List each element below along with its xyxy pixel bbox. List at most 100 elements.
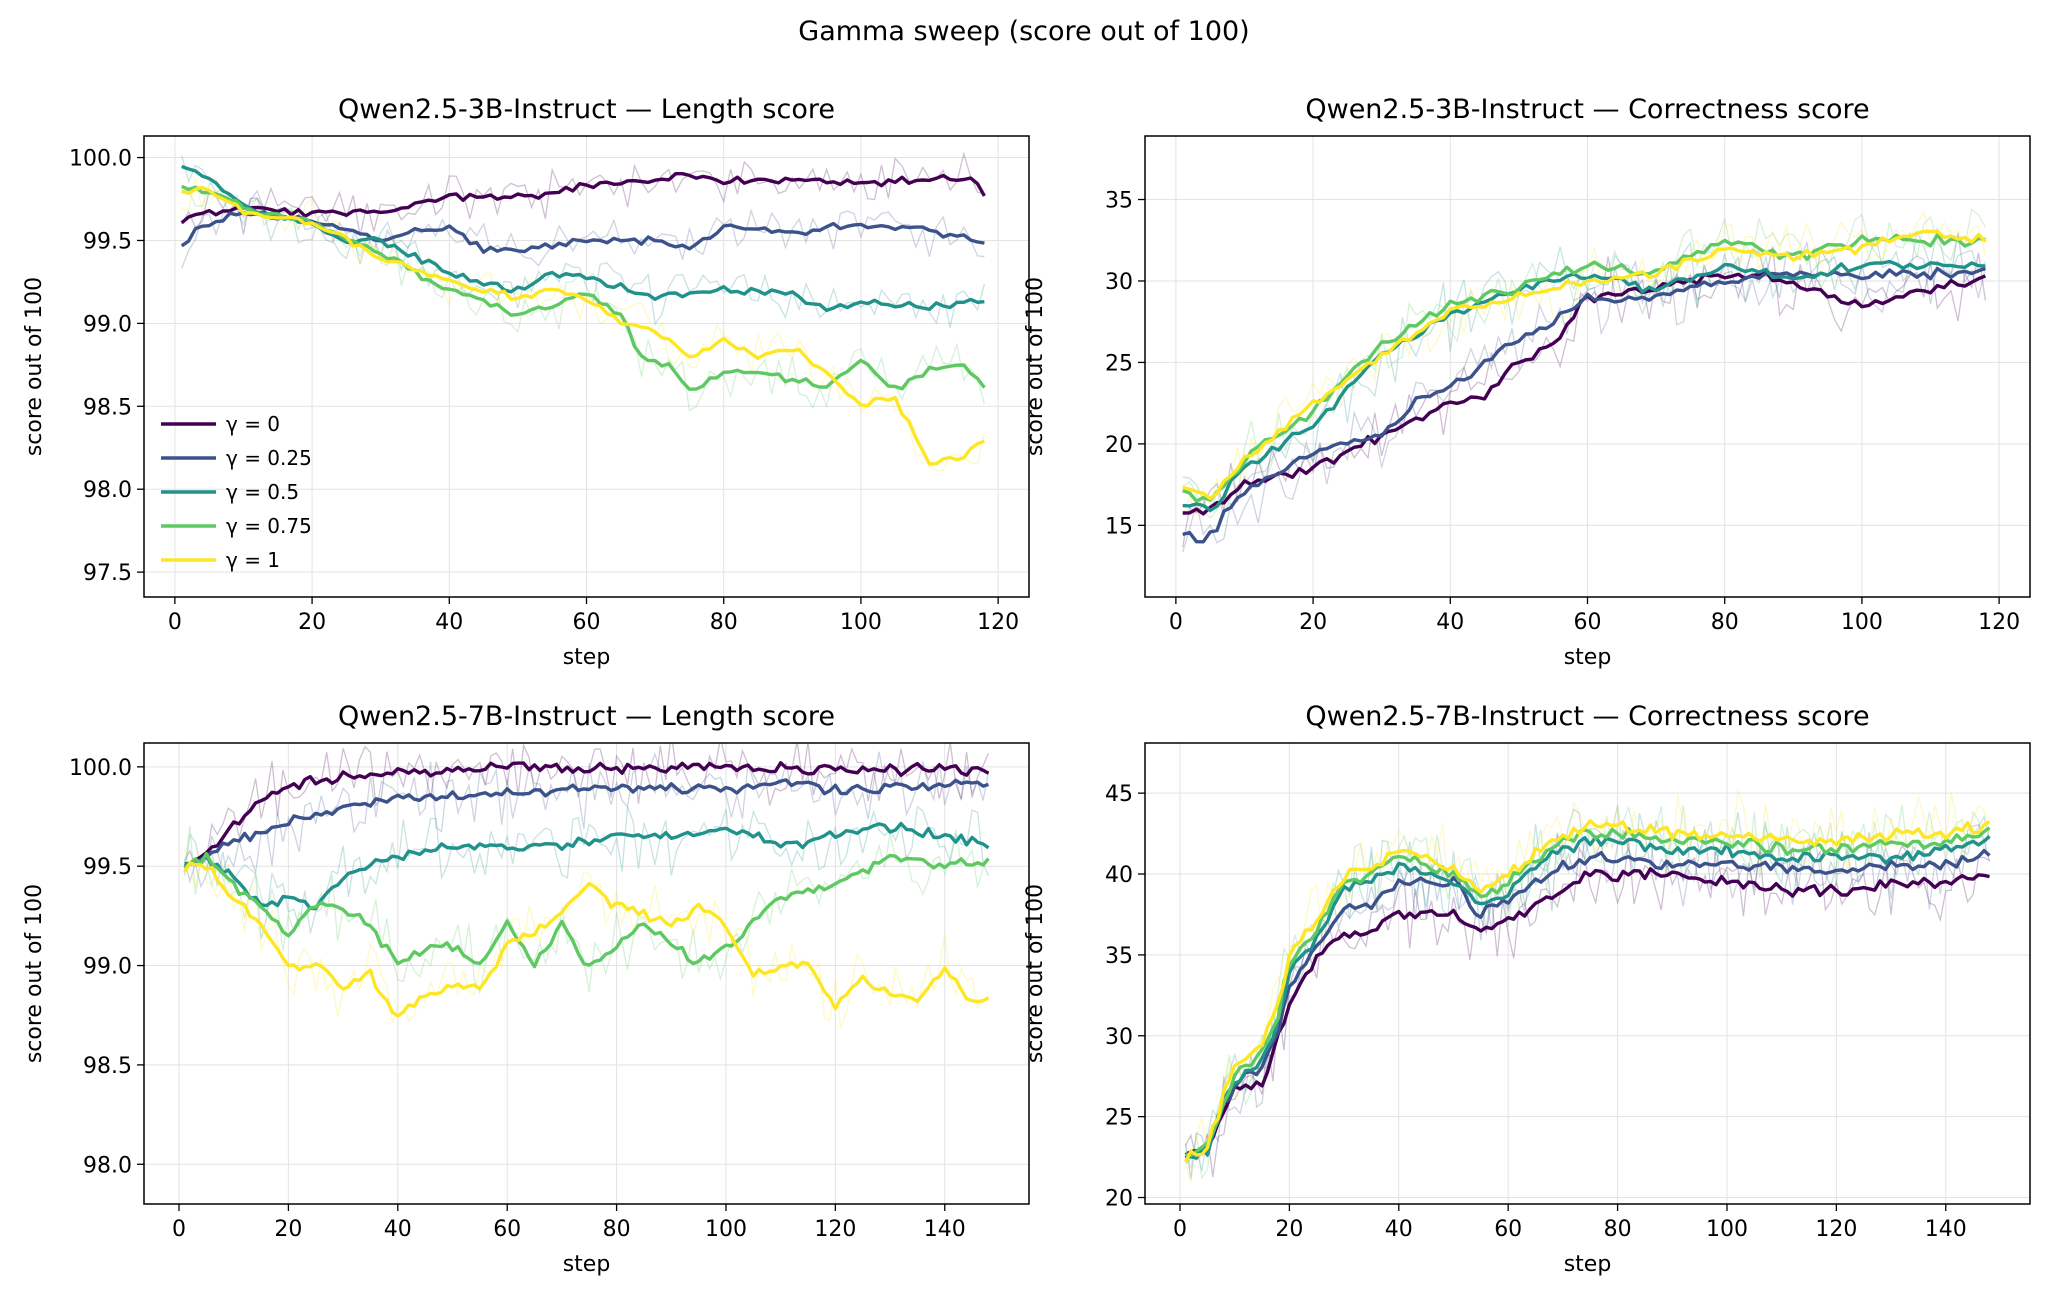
x-tick-label: 0 bbox=[172, 1217, 186, 1242]
y-tick-label: 98.5 bbox=[83, 1054, 132, 1079]
x-tick-label: 40 bbox=[1385, 1217, 1413, 1242]
x-tick-label: 140 bbox=[924, 1217, 966, 1242]
plot-area bbox=[180, 151, 986, 471]
x-tick-label: 100 bbox=[840, 610, 882, 635]
series-line bbox=[1182, 233, 1986, 503]
figure-title: Gamma sweep (score out of 100) bbox=[798, 16, 1249, 47]
legend-label: γ = 0.25 bbox=[226, 446, 312, 470]
x-tick-label: 120 bbox=[1978, 610, 2020, 635]
raw-series-line bbox=[1184, 840, 1990, 1178]
y-tick-label: 25 bbox=[1105, 1106, 1133, 1131]
x-tick-label: 60 bbox=[573, 610, 601, 635]
y-tick-label: 97.5 bbox=[83, 561, 132, 586]
y-tick-label: 98.5 bbox=[83, 395, 132, 420]
axes-frame bbox=[143, 742, 1030, 1205]
x-tick-label: 100 bbox=[1841, 610, 1883, 635]
legend-label: γ = 0 bbox=[226, 412, 280, 436]
grid bbox=[144, 136, 1029, 597]
subplot-3: 0 20 40 60 80 100 120 140 98.0 98.5 99.0 99.5 100.0 Q… bbox=[22, 701, 1030, 1277]
raw-series-line bbox=[183, 751, 990, 889]
x-tick-label: 120 bbox=[977, 610, 1019, 635]
x-tick-label: 0 bbox=[168, 610, 182, 635]
y-tick-label: 25 bbox=[1105, 351, 1133, 376]
series-line bbox=[1185, 835, 1991, 1160]
x-tick-label: 100 bbox=[1706, 1217, 1748, 1242]
x-tick-label: 60 bbox=[1574, 610, 1602, 635]
y-tick-label: 35 bbox=[1105, 944, 1133, 969]
legend-label: γ = 0.75 bbox=[226, 514, 312, 538]
x-tick-label: 20 bbox=[274, 1217, 302, 1242]
x-tick-label: 80 bbox=[710, 610, 738, 635]
y-axis-label: score out of 100 bbox=[1023, 884, 1048, 1063]
x-tick-label: 20 bbox=[1299, 610, 1327, 635]
x-tick-label: 40 bbox=[384, 1217, 412, 1242]
y-axis-label: score out of 100 bbox=[22, 884, 47, 1063]
x-tick-label: 60 bbox=[493, 1217, 521, 1242]
y-tick-label: 35 bbox=[1105, 189, 1133, 214]
raw-series-line bbox=[1182, 209, 1987, 517]
series-line bbox=[183, 778, 989, 868]
series-line bbox=[1183, 819, 1991, 1163]
subplot-2: 0 20 40 60 80 100 120 15 20 25 30 35 Qwen2.5-3B-Inst… bbox=[1023, 94, 2031, 670]
y-tick-label: 30 bbox=[1105, 270, 1133, 295]
y-tick-label: 20 bbox=[1105, 1187, 1133, 1212]
legend: γ = 0 γ = 0.25 γ = 0.5 γ = 0.75 γ = 1 bbox=[161, 412, 312, 572]
grid bbox=[1145, 136, 2030, 597]
x-tick-label: 80 bbox=[1604, 1217, 1632, 1242]
x-tick-label: 140 bbox=[1925, 1217, 1967, 1242]
subplot-title: Qwen2.5-7B-Instruct — Correctness score bbox=[1305, 701, 1869, 732]
y-axis-label: score out of 100 bbox=[22, 277, 47, 456]
y-tick-label: 99.0 bbox=[83, 955, 132, 980]
y-tick-label: 45 bbox=[1105, 782, 1133, 807]
series-line bbox=[183, 851, 990, 969]
y-tick-label: 40 bbox=[1105, 863, 1133, 888]
subplot-4: 0 20 40 60 80 100 120 140 20 25 30 35 40 45 Qwen2.5-7B… bbox=[1023, 701, 2031, 1277]
raw-series-line bbox=[183, 848, 989, 1029]
x-tick-label: 20 bbox=[298, 610, 326, 635]
series-line bbox=[184, 761, 990, 866]
plot-area bbox=[183, 743, 990, 1029]
series-line bbox=[183, 861, 990, 1018]
y-axis-label: score out of 100 bbox=[1023, 277, 1048, 456]
y-tick-label: 98.0 bbox=[83, 478, 132, 503]
series-line bbox=[1182, 229, 1987, 501]
subplot-title: Qwen2.5-3B-Instruct — Correctness score bbox=[1305, 94, 1869, 125]
subplot-title: Qwen2.5-7B-Instruct — Length score bbox=[338, 701, 835, 732]
x-tick-label: 0 bbox=[1173, 1217, 1187, 1242]
x-tick-label: 80 bbox=[603, 1217, 631, 1242]
legend-label: γ = 0.5 bbox=[226, 480, 299, 504]
series-line bbox=[1185, 826, 1991, 1158]
series-line bbox=[180, 172, 986, 225]
x-tick-label: 0 bbox=[1169, 610, 1183, 635]
y-tick-label: 100.0 bbox=[69, 756, 132, 781]
x-axis-label: step bbox=[563, 1252, 611, 1277]
plot-area bbox=[1183, 789, 1991, 1184]
raw-series-line bbox=[1184, 824, 1991, 1179]
x-tick-label: 120 bbox=[814, 1217, 856, 1242]
raw-series-line bbox=[183, 825, 990, 995]
y-tick-label: 99.5 bbox=[83, 855, 132, 880]
x-axis-label: step bbox=[563, 645, 611, 670]
series-line bbox=[1182, 270, 1987, 516]
y-tick-label: 15 bbox=[1105, 514, 1133, 539]
y-tick-label: 99.5 bbox=[83, 229, 132, 254]
x-tick-label: 40 bbox=[1436, 610, 1464, 635]
y-tick-label: 100.0 bbox=[69, 147, 132, 172]
x-tick-label: 60 bbox=[1494, 1217, 1522, 1242]
y-tick-label: 99.0 bbox=[83, 312, 132, 337]
raw-series-line bbox=[1182, 246, 1987, 548]
y-tick-label: 30 bbox=[1105, 1025, 1133, 1050]
x-tick-label: 80 bbox=[1711, 610, 1739, 635]
raw-series-line bbox=[183, 805, 990, 940]
y-tick-label: 20 bbox=[1105, 433, 1133, 458]
subplot-title: Qwen2.5-3B-Instruct — Length score bbox=[338, 94, 835, 125]
series-line bbox=[1184, 867, 1990, 1157]
series-line bbox=[1182, 259, 1986, 513]
series-line bbox=[1182, 266, 1986, 544]
grid bbox=[144, 743, 1029, 1204]
x-tick-label: 20 bbox=[1275, 1217, 1303, 1242]
series-line bbox=[181, 185, 985, 466]
x-tick-label: 120 bbox=[1815, 1217, 1857, 1242]
grid bbox=[1145, 743, 2030, 1204]
